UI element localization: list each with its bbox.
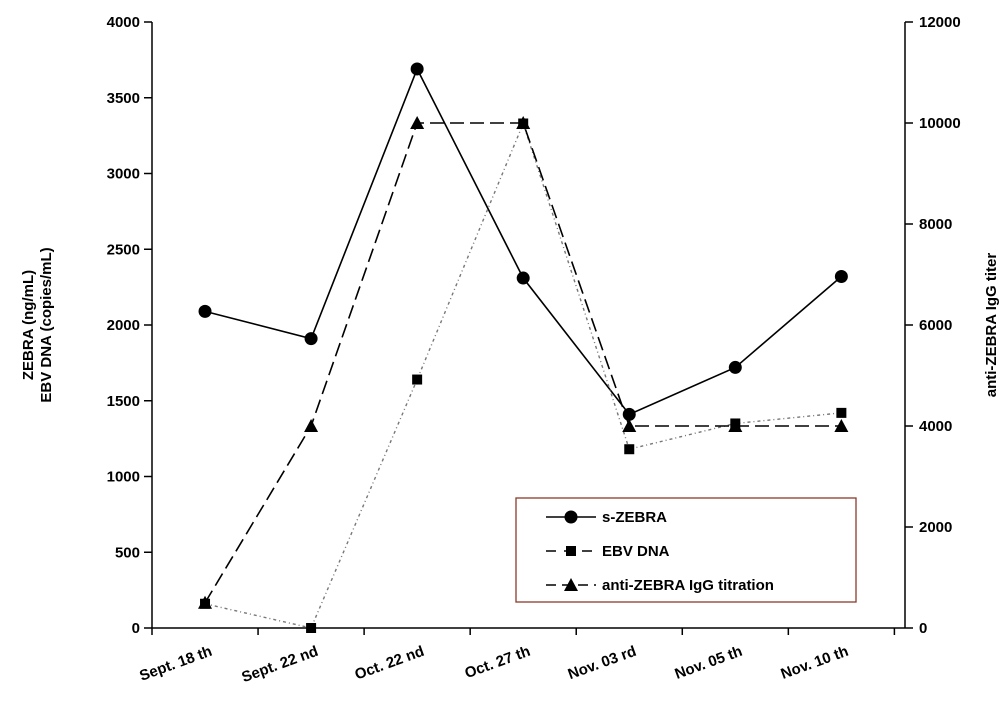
y-right-tick-label: 0 [919,620,927,637]
data-point [410,116,425,129]
x-tick-label: Sept. 18 th [137,643,214,685]
legend-label: anti-ZEBRA IgG titration [602,577,774,594]
data-point [834,270,848,284]
y-right-tick-label: 10000 [919,115,961,132]
data-point [624,444,635,455]
data-point [516,271,530,285]
y-left-tick-label: 3500 [107,90,140,107]
series-layer [198,62,849,633]
data-point [836,407,847,418]
legend-marker [564,510,578,524]
y-left-axis-title-line: ZEBRA (ng/mL) [20,270,37,380]
data-point [834,419,849,432]
data-point [728,419,743,432]
legend-marker [564,578,578,591]
y-left-axis-title: ZEBRA (ng/mL)EBV DNA (copies/mL) [20,247,55,402]
data-point [410,62,424,76]
legend-marker [566,546,576,556]
x-tick-label: Oct. 27 th [463,643,533,682]
x-tick-label: Nov. 10 th [779,643,851,683]
y-right-tick-label: 6000 [919,317,952,334]
data-point [304,419,319,432]
y-left-tick-label: 2500 [107,241,140,258]
x-tick-label: Nov. 03 rd [566,643,639,683]
y-left-tick-label: 3000 [107,166,140,183]
y-right-tick-label: 12000 [919,14,961,31]
data-point [198,595,213,609]
data-point [306,623,317,633]
y-right-tick-label: 4000 [919,418,952,435]
series-2 [198,116,849,609]
data-point [728,360,742,374]
x-tick-label: Oct. 22 nd [353,643,427,684]
y-left-tick-label: 2000 [107,317,140,334]
y-left-tick-label: 4000 [107,14,140,31]
y-left-tick-label: 1000 [107,469,140,486]
data-point [412,374,423,385]
data-point [198,304,212,318]
data-point [304,332,318,346]
y-right-tick-label: 8000 [919,216,952,233]
y-left-tick-label: 1500 [107,393,140,410]
data-point [622,419,637,432]
x-tick-label: Sept. 22 nd [239,643,320,686]
y-right-axis-title: anti-ZEBRA IgG titer [983,253,1000,398]
series-0 [198,62,848,421]
y-right-tick-label: 2000 [919,519,952,536]
legend-label: EBV DNA [602,543,670,560]
legend-label: s-ZEBRA [602,509,667,526]
legend: s-ZEBRA EBV DNA anti-ZEBRA IgG titration [515,497,857,603]
y-left-axis-title-line: EBV DNA (copies/mL) [38,247,55,402]
y-left-tick-label: 500 [115,544,140,561]
data-point [516,116,531,129]
y-left-tick-label: 0 [132,620,140,637]
x-tick-label: Nov. 05 th [673,643,745,683]
